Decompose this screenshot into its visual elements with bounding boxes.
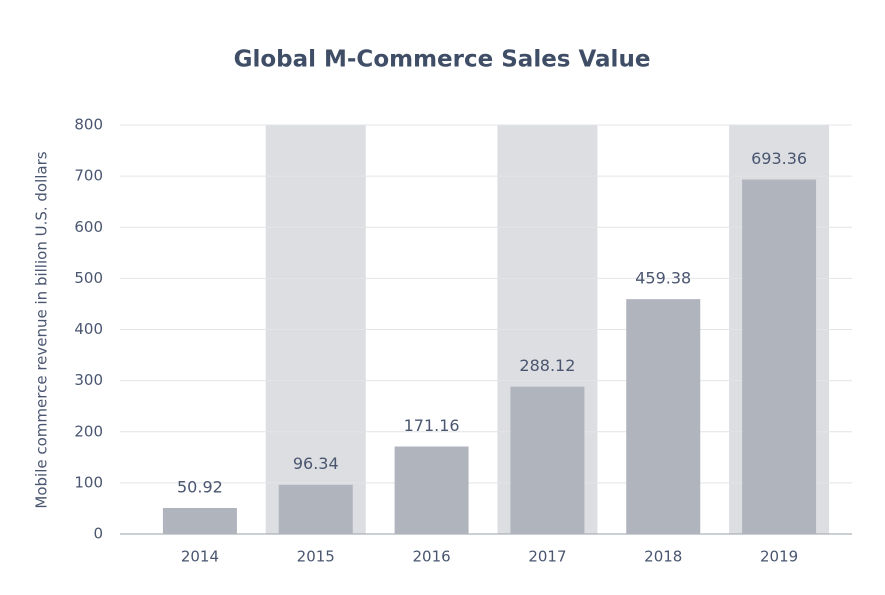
x-tick-label: 2018 [644,548,682,566]
x-tick-label: 2019 [760,548,798,566]
chart-title: Global M-Commerce Sales Value [234,47,651,73]
y-tick-label: 200 [74,422,103,440]
bar [394,446,469,534]
x-tick-label: 2016 [412,548,450,566]
y-tick-label: 600 [74,218,103,236]
y-tick-label: 700 [74,167,103,185]
bar [510,386,585,534]
y-tick-label: 0 [93,525,103,543]
y-axis-label: Mobile commerce revenue in billion U.S. … [33,151,51,508]
bar [742,179,817,534]
y-tick-label: 400 [74,320,103,338]
bar [162,507,237,534]
x-tick-label: 2017 [528,548,566,566]
data-label: 288.12 [519,356,575,375]
x-tick-label: 2015 [297,548,335,566]
data-label: 171.16 [404,416,460,435]
data-label: 50.92 [177,477,223,496]
data-label: 693.36 [751,149,807,168]
y-tick-label: 500 [74,269,103,287]
bar [278,484,353,534]
data-label: 459.38 [635,269,691,288]
bar [626,299,701,534]
data-label: 96.34 [293,454,339,473]
x-tick-label: 2014 [181,548,219,566]
y-tick-label: 100 [74,473,103,491]
y-tick-label: 300 [74,371,103,389]
y-tick-label: 800 [74,116,103,134]
